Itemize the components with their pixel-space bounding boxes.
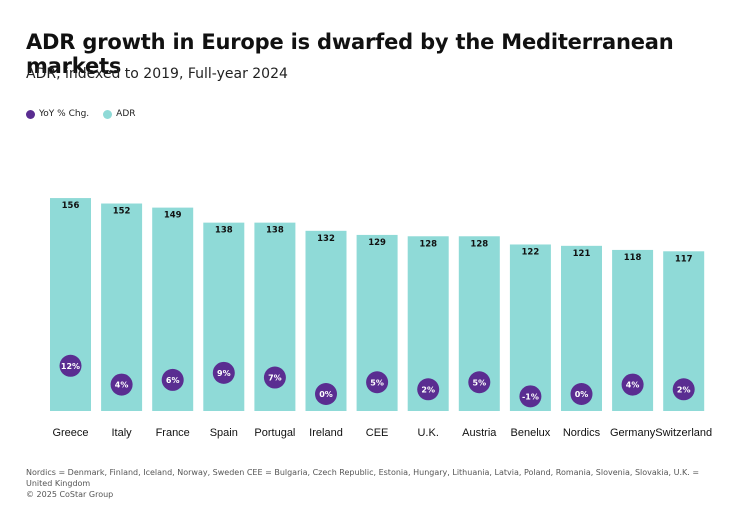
yoy-label-greece: 12% (61, 362, 80, 371)
chart-subtitle: ADR, indexed to 2019, Full-year 2024 (26, 66, 288, 82)
copyright: © 2025 CoStar Group (26, 490, 114, 499)
x-tick-label-u-k: U.K. (417, 427, 438, 439)
yoy-point-nordics (570, 383, 593, 405)
x-tick-label-greece: Greece (52, 427, 88, 439)
bar-value-label-germany: 118 (624, 253, 642, 263)
chart-title: ADR growth in Europe is dwarfed by the M… (26, 30, 674, 78)
legend-item-yoy: YoY % Chg. (26, 109, 89, 119)
yoy-point-germany (621, 373, 644, 396)
legend-label-adr: ADR (116, 109, 136, 119)
x-tick-label-spain: Spain (210, 427, 238, 439)
legend-label-yoy: YoY % Chg. (39, 109, 90, 119)
bar-value-label-u-k: 128 (419, 239, 437, 249)
bar-value-label-greece: 156 (62, 201, 80, 211)
x-tick-label-benelux: Benelux (511, 427, 551, 439)
footnote: Nordics = Denmark, Finland, Iceland, Nor… (26, 468, 700, 488)
yoy-point-cee (366, 371, 389, 394)
x-tick-label-austria: Austria (462, 427, 497, 439)
yoy-label-cee: 5% (370, 378, 384, 387)
yoy-label-austria: 5% (473, 378, 487, 387)
yoy-label-ireland: 0% (319, 390, 333, 399)
yoy-point-italy (110, 373, 133, 396)
yoy-point-u-k (417, 378, 440, 401)
x-tick-label-cee: CEE (366, 427, 389, 439)
yoy-label-u-k: 2% (421, 385, 435, 394)
legend: YoY % Chg. ADR (26, 109, 136, 119)
bar-value-label-ireland: 132 (317, 234, 335, 244)
yoy-point-benelux (519, 385, 542, 408)
bar-value-label-portugal: 138 (266, 226, 284, 236)
bar-chart: 156 12% Greece 152 4% Italy 149 6% France 138 9% Sp… (50, 198, 712, 439)
x-tick-label-switzerland: Switzerland (655, 427, 712, 439)
yoy-label-nordics: 0% (575, 390, 589, 399)
yoy-point-spain (212, 361, 235, 384)
yoy-label-germany: 4% (626, 381, 640, 390)
yoy-point-austria (468, 371, 491, 394)
yoy-label-switzerland: 2% (677, 385, 691, 394)
yoy-point-switzerland (672, 378, 695, 401)
legend-swatch-yoy (26, 109, 35, 119)
bar-value-label-france: 149 (164, 211, 182, 221)
yoy-label-spain: 9% (217, 369, 231, 378)
bar-ireland (305, 230, 347, 411)
bar-value-label-nordics: 121 (573, 249, 591, 259)
bar-benelux (509, 244, 551, 411)
x-tick-label-portugal: Portugal (254, 427, 295, 439)
yoy-label-benelux: -1% (522, 392, 539, 401)
yoy-label-portugal: 7% (268, 374, 282, 383)
bar-value-label-cee: 129 (368, 238, 386, 248)
x-tick-label-ireland: Ireland (309, 427, 343, 439)
yoy-point-greece (59, 354, 82, 377)
yoy-point-france (161, 368, 184, 391)
x-tick-label-france: France (156, 427, 190, 439)
yoy-label-italy: 4% (115, 381, 129, 390)
x-tick-label-germany: Germany (610, 427, 656, 439)
bar-value-label-italy: 152 (113, 207, 131, 217)
x-tick-label-nordics: Nordics (563, 427, 601, 439)
yoy-label-france: 6% (166, 376, 180, 385)
bar-value-label-switzerland: 117 (675, 254, 693, 264)
legend-item-adr: ADR (103, 109, 136, 119)
bar-value-label-spain: 138 (215, 226, 233, 236)
bar-value-label-benelux: 122 (522, 247, 540, 257)
yoy-point-portugal (263, 366, 286, 389)
bar-greece (50, 198, 91, 411)
bar-value-label-austria: 128 (470, 239, 488, 249)
x-tick-label-italy: Italy (112, 427, 133, 439)
legend-swatch-adr (103, 109, 113, 119)
yoy-point-ireland (315, 383, 337, 405)
